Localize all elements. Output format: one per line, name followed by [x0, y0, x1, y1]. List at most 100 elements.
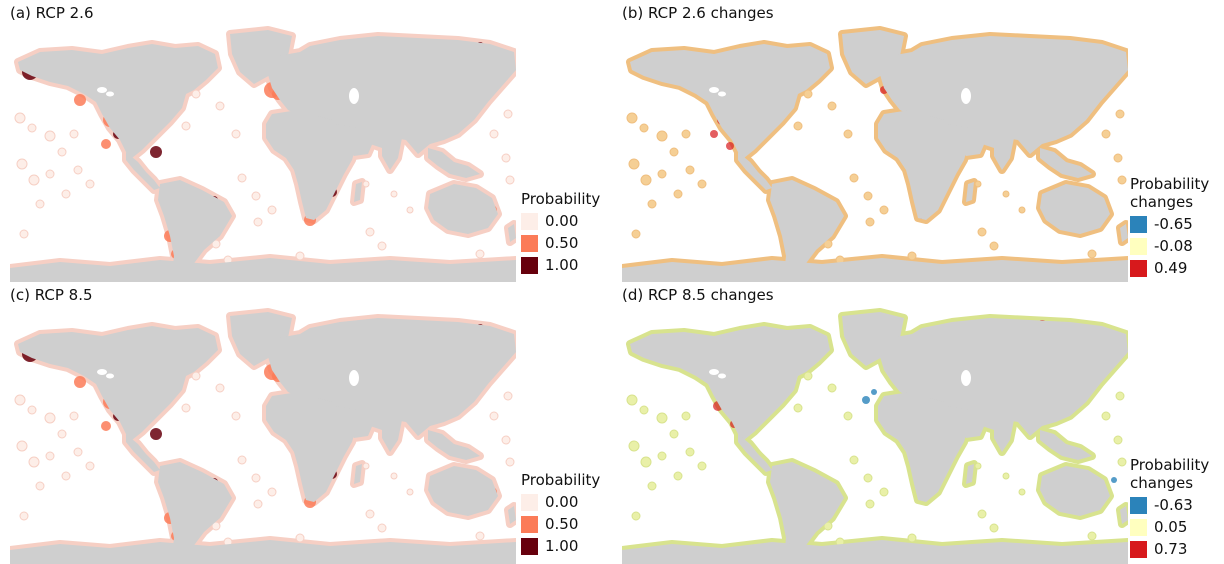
island-buffer-6	[640, 174, 652, 186]
island-buffer-24	[974, 462, 982, 470]
map-a	[10, 26, 516, 282]
australia-land	[428, 184, 498, 234]
island-buffer-0	[14, 394, 26, 406]
legend-item: 1.00	[521, 535, 600, 557]
island-buffer-0	[14, 112, 26, 124]
island-buffer-28	[501, 435, 511, 445]
island-buffer-14	[231, 411, 241, 421]
island-buffer-25	[1002, 190, 1010, 198]
antarctica-land	[622, 540, 1128, 564]
madagascar-land	[966, 464, 974, 484]
south-america-land	[770, 462, 844, 560]
island-buffer-1	[27, 123, 37, 133]
southeast-asia-islands	[428, 148, 480, 178]
legend-swatch	[521, 515, 538, 533]
map-b	[622, 26, 1128, 282]
island-buffer-18	[253, 217, 263, 227]
legend-title: Probability	[1130, 175, 1210, 193]
island-buffer-33	[803, 89, 813, 99]
legend-label: -0.65	[1154, 215, 1193, 233]
panel-title-d: (d) RCP 8.5 changes	[622, 286, 774, 304]
coolspot-4	[1111, 477, 1117, 483]
new-zealand-land	[508, 506, 516, 524]
island-buffer-13	[181, 403, 191, 413]
island-buffer-32	[827, 101, 837, 111]
island-buffer-31	[1087, 249, 1097, 259]
legend-label: 0.05	[1154, 518, 1188, 536]
island-buffer-10	[85, 461, 95, 471]
island-buffer-7	[45, 169, 55, 179]
legend-label: 1.00	[545, 537, 579, 555]
island-buffer-19	[823, 521, 833, 531]
island-buffer-28	[501, 153, 511, 163]
island-buffer-21	[907, 251, 917, 261]
island-buffer-8	[61, 471, 71, 481]
island-buffer-9	[685, 165, 695, 175]
island-buffer-6	[28, 456, 40, 468]
africa-land	[878, 392, 968, 502]
greenland-land	[230, 312, 292, 366]
island-buffer-16	[863, 191, 873, 201]
arabia-land	[336, 124, 374, 156]
legend-title: changes	[1130, 193, 1194, 211]
island-buffer-6	[640, 456, 652, 468]
land	[622, 30, 1128, 282]
island-buffer-5	[16, 158, 28, 170]
island-buffer-3	[57, 429, 67, 439]
island-buffer-14	[843, 129, 853, 139]
legend-item: 0.50	[521, 513, 600, 535]
panel-title-a: (a) RCP 2.6	[10, 4, 94, 22]
legend-title: Probability	[1130, 456, 1210, 474]
island-buffer-19	[211, 521, 221, 531]
island-buffer-2	[44, 130, 56, 142]
island-buffer-27	[1101, 129, 1111, 139]
hotspot-1	[74, 376, 86, 388]
africa-land	[878, 110, 968, 220]
island-buffer-9	[73, 447, 83, 457]
island-buffer-8	[673, 471, 683, 481]
island-buffer-2	[44, 412, 56, 424]
island-buffer-33	[803, 371, 813, 381]
southeast-asia-islands	[1040, 148, 1092, 178]
eurasia-land	[266, 36, 516, 154]
arabia-land	[948, 124, 986, 156]
island-buffer-11	[647, 481, 657, 491]
new-zealand-land	[1120, 224, 1128, 242]
island-buffer-32	[827, 383, 837, 393]
lake-1	[106, 373, 114, 379]
island-buffer-15	[849, 455, 859, 465]
island-buffer-31	[1087, 531, 1097, 541]
lake-0	[97, 87, 107, 93]
north-america-land	[630, 44, 830, 158]
island-buffer-17	[267, 487, 277, 497]
island-buffer-28	[1113, 435, 1123, 445]
madagascar-land	[966, 182, 974, 202]
lake-1	[718, 373, 726, 379]
island-buffer-9	[685, 447, 695, 457]
hotspot-5	[101, 421, 111, 431]
island-buffer-29	[505, 457, 515, 467]
eurasia-land	[878, 318, 1128, 436]
island-buffer-27	[1101, 411, 1111, 421]
hotspot-6	[150, 428, 162, 440]
legend-swatch	[521, 537, 538, 555]
island-buffer-8	[61, 189, 71, 199]
island-buffer-14	[231, 129, 241, 139]
island-buffer-17	[267, 205, 277, 215]
legend-item: -0.63	[1130, 494, 1209, 516]
antarctica-land	[10, 258, 516, 282]
legend-title: Probability	[521, 190, 601, 208]
madagascar-land	[354, 182, 362, 202]
land	[10, 312, 516, 564]
island-buffer-16	[251, 191, 261, 201]
island-buffer-23	[377, 523, 387, 533]
island-buffer-24	[362, 180, 370, 188]
island-buffer-29	[1117, 457, 1127, 467]
legend-item: -0.65	[1130, 213, 1209, 235]
africa-land	[266, 110, 356, 220]
lake-2	[961, 88, 971, 104]
island-buffer-23	[989, 523, 999, 533]
legend-d: Probability changes -0.63 0.05 0.73	[1130, 456, 1209, 560]
coolspot-0	[862, 396, 870, 404]
legend-item: 0.00	[521, 210, 600, 232]
